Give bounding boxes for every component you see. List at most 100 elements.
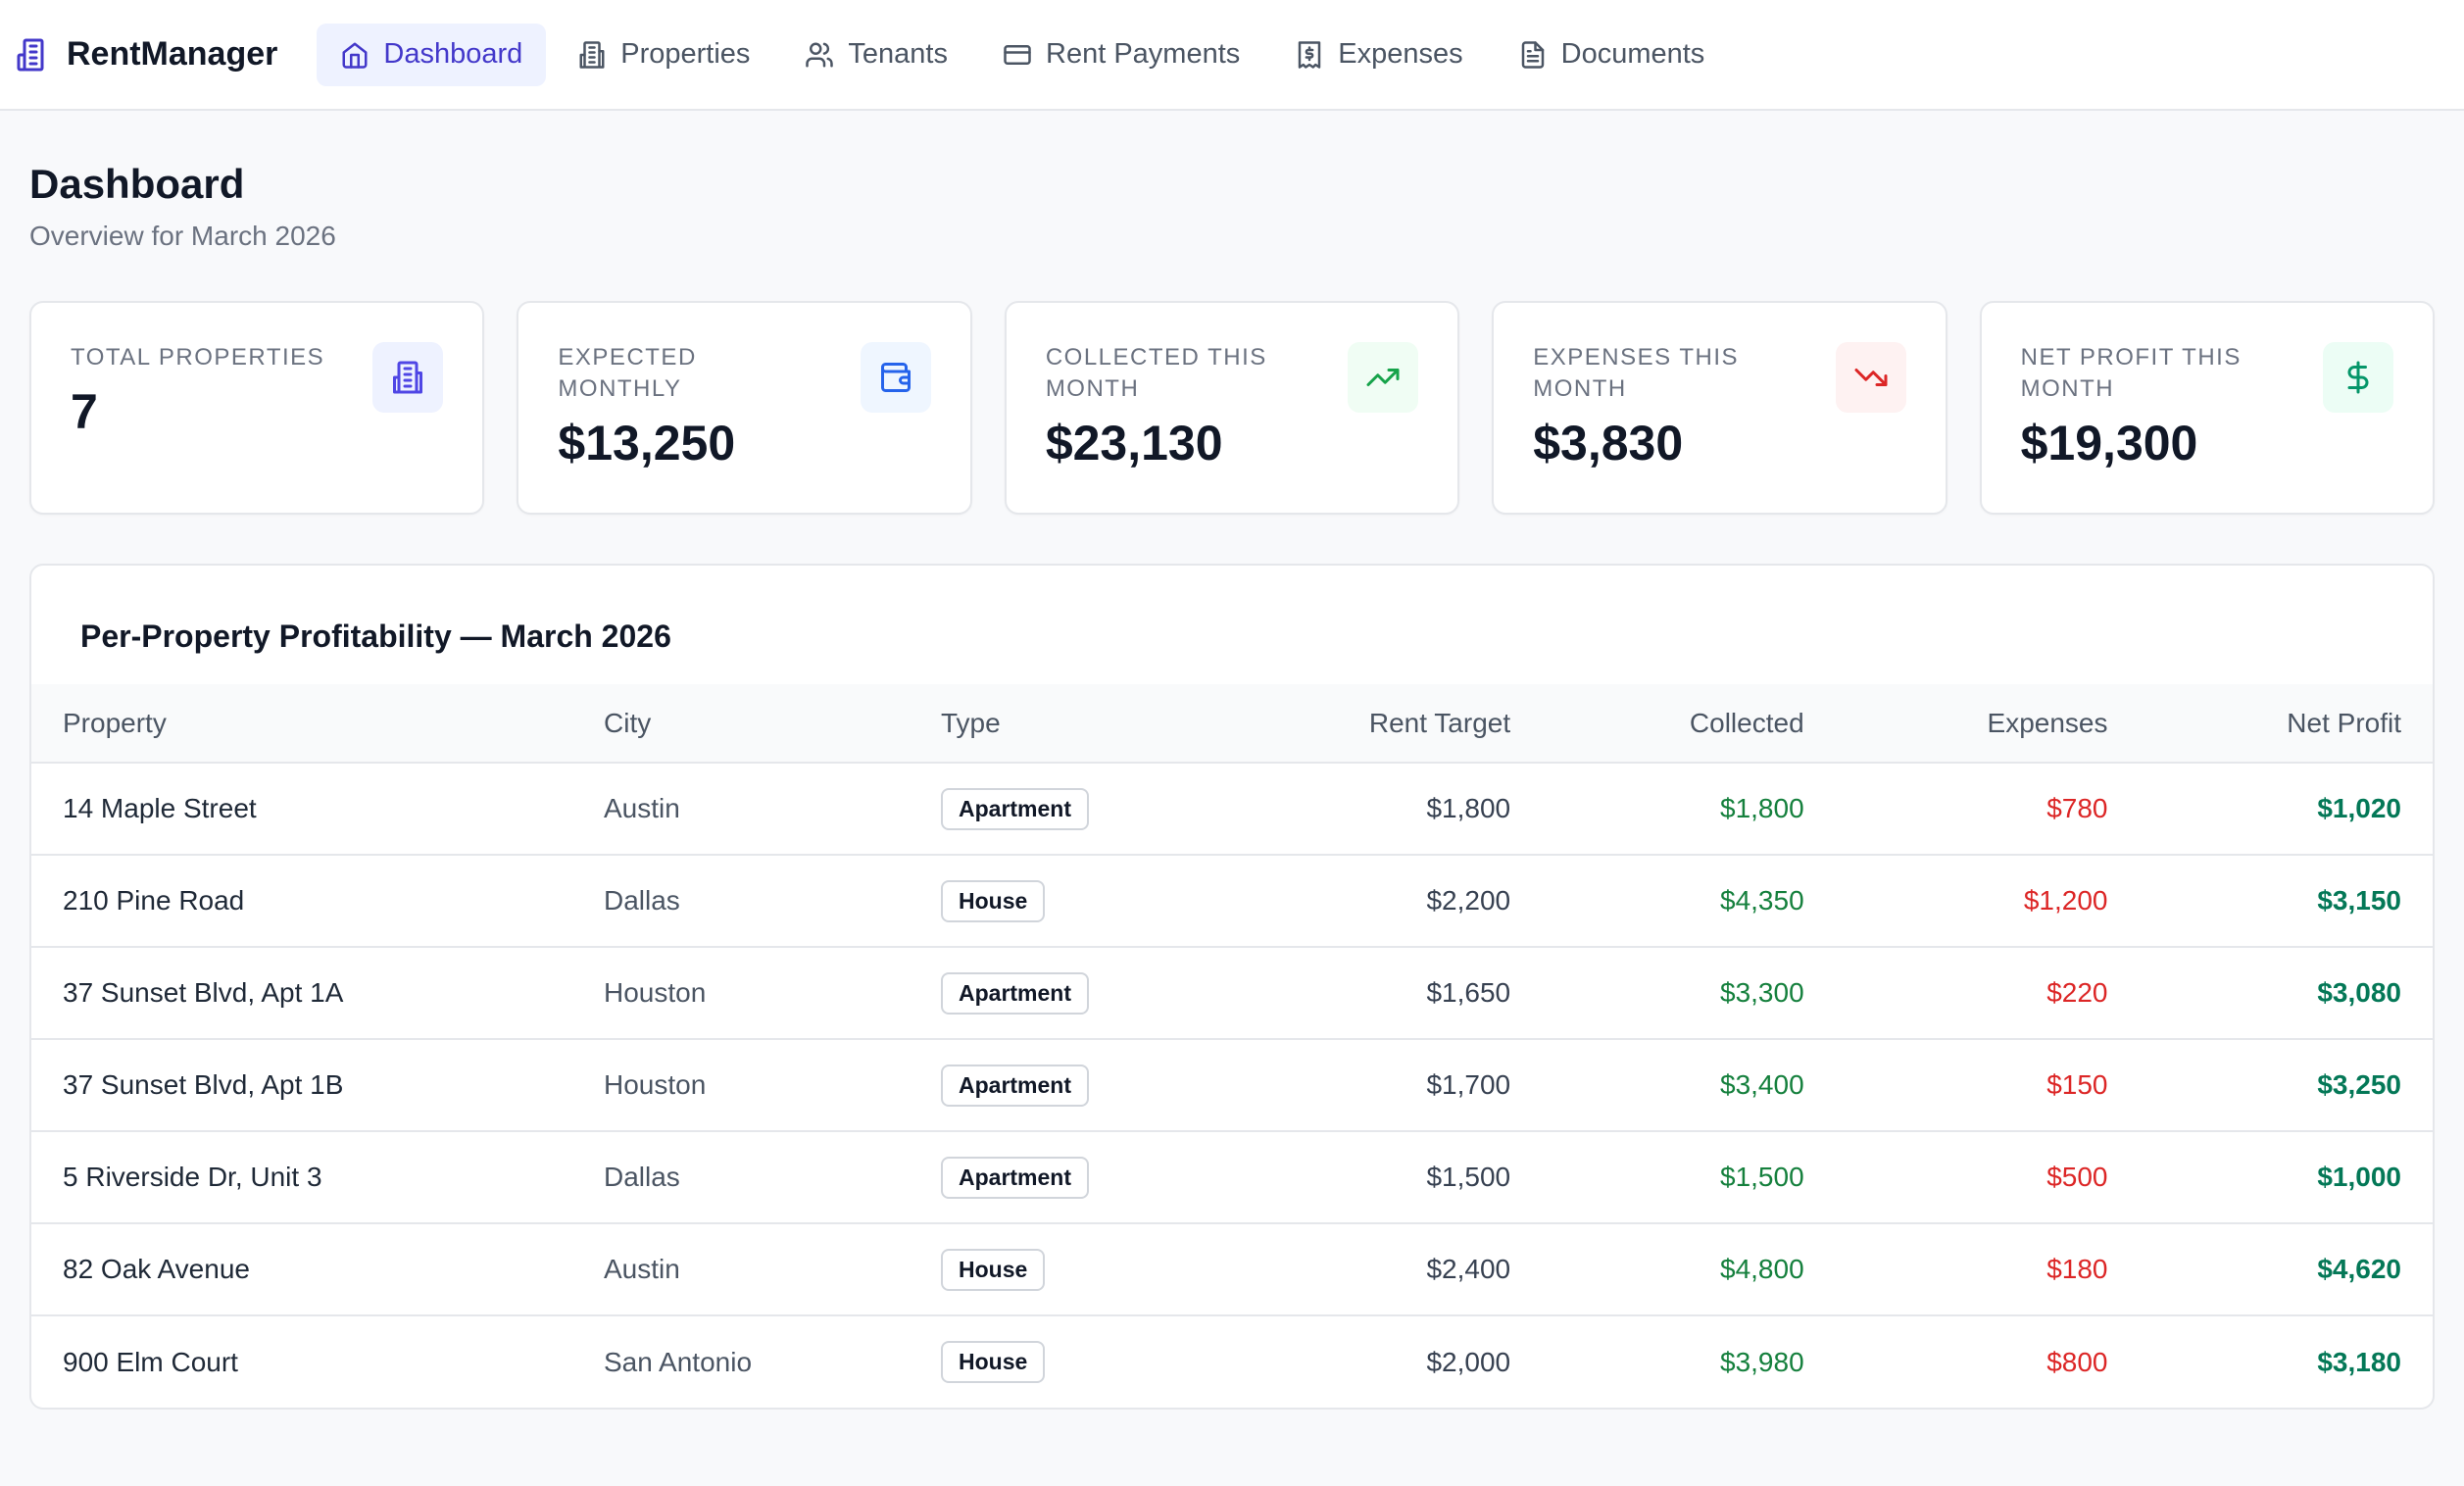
cell-property: 5 Riverside Dr, Unit 3 bbox=[31, 1131, 572, 1225]
cell-city: Austin bbox=[572, 1223, 910, 1317]
nav-item-properties[interactable]: Properties bbox=[554, 24, 773, 86]
stat-value: $19,300 bbox=[2020, 416, 2198, 471]
trending-down-icon bbox=[1835, 342, 1906, 414]
stat-label: TOTAL PROPERTIES bbox=[71, 344, 325, 372]
cell-expenses: $1,200 bbox=[1835, 855, 2140, 949]
receipt-icon bbox=[1299, 40, 1321, 69]
cell-property: 14 Maple Street bbox=[31, 763, 572, 857]
cell-expenses: $500 bbox=[1835, 1131, 2140, 1225]
wallet-icon bbox=[860, 342, 931, 414]
table-row[interactable]: 37 Sunset Blvd, Apt 1B Houston Apartment $1… bbox=[31, 1039, 2433, 1133]
cell-type: Apartment bbox=[910, 1131, 1204, 1225]
stat-label: EXPECTED MONTHLY bbox=[558, 344, 697, 403]
cell-net-profit: $3,250 bbox=[2139, 1039, 2433, 1133]
cell-city: Dallas bbox=[572, 1131, 910, 1225]
building-icon bbox=[14, 35, 53, 74]
nav-item-label: Properties bbox=[620, 38, 751, 70]
stat-value: 7 bbox=[71, 384, 98, 440]
panel-title: Per-Property Profitability — March 2026 bbox=[80, 619, 671, 655]
stat-value: $13,250 bbox=[558, 416, 736, 471]
cell-collected: $3,400 bbox=[1542, 1039, 1836, 1133]
page-title: Dashboard bbox=[29, 161, 245, 207]
stat-label: EXPENSES THIS MONTH bbox=[1533, 344, 1740, 403]
app-name: RentManager bbox=[67, 35, 278, 73]
cell-net-profit: $3,180 bbox=[2317, 1346, 2401, 1377]
building-icon bbox=[372, 342, 444, 414]
nav-item-tenants[interactable]: Tenants bbox=[781, 24, 971, 86]
nav-item-label: Rent Payments bbox=[1046, 38, 1241, 70]
main-content: Dashboard Overview for March 2026 TOTAL … bbox=[0, 111, 2464, 1411]
column-header-collected: Collected bbox=[1542, 684, 1836, 765]
profitability-table: Property City Type Rent Target Collected… bbox=[31, 684, 2433, 1408]
cell-rent-target: $2,400 bbox=[1204, 1223, 1543, 1317]
cell-property: 37 Sunset Blvd, Apt 1A bbox=[31, 947, 572, 1041]
column-header-rent-target: Rent Target bbox=[1204, 684, 1543, 765]
column-header-expenses: Expenses bbox=[1835, 684, 2140, 765]
cell-net-profit: $3,080 bbox=[2139, 947, 2433, 1041]
cell-rent-target: $1,700 bbox=[1204, 1039, 1543, 1133]
cell-property: 82 Oak Avenue bbox=[31, 1223, 572, 1317]
nav-item-rent-payments[interactable]: Rent Payments bbox=[979, 24, 1263, 86]
stat-label: NET PROFIT THIS MONTH bbox=[2020, 344, 2242, 403]
cell-net-profit: $3,150 bbox=[2139, 855, 2433, 949]
table-row[interactable]: 14 Maple Street Austin Apartment $1,800 $1,8… bbox=[31, 763, 2433, 857]
cell-city: Dallas bbox=[572, 855, 910, 949]
profitability-panel: Per-Property Profitability — March 2026 … bbox=[29, 564, 2435, 1411]
type-badge: Apartment bbox=[941, 787, 1090, 830]
nav-item-label: Dashboard bbox=[383, 38, 523, 70]
cell-expenses: $180 bbox=[1835, 1223, 2140, 1317]
cell-type: Apartment bbox=[910, 1039, 1204, 1133]
nav-item-label: Tenants bbox=[848, 38, 948, 70]
stat-card-expenses: EXPENSES THIS MONTH $3,830 bbox=[1492, 301, 1947, 516]
cell-type: Apartment bbox=[910, 763, 1204, 857]
brand[interactable]: RentManager bbox=[14, 35, 277, 74]
table-row[interactable]: 210 Pine Road Dallas House $2,200 $4,350 $1,2… bbox=[31, 855, 2433, 949]
cell-rent-target: $2,000 bbox=[1426, 1346, 1511, 1377]
stat-card-expected-monthly: EXPECTED MONTHLY $13,250 bbox=[517, 301, 972, 516]
type-badge: Apartment bbox=[941, 1064, 1090, 1107]
column-header-property: Property bbox=[31, 684, 572, 765]
cell-collected: $3,300 bbox=[1542, 947, 1836, 1041]
cell-type: House bbox=[910, 855, 1204, 949]
cell-rent-target: $2,200 bbox=[1204, 855, 1543, 949]
nav-items: Dashboard Properties Tenants Rent Paymen… bbox=[317, 23, 1729, 86]
cell-expenses: $780 bbox=[1835, 763, 2140, 857]
cell-rent-target: $1,650 bbox=[1204, 947, 1543, 1041]
stat-card-net-profit: NET PROFIT THIS MONTH $19,300 bbox=[1979, 301, 2436, 516]
column-header-type: Type bbox=[910, 684, 1204, 765]
table-row[interactable]: 5 Riverside Dr, Unit 3 Dallas Apartment $1,… bbox=[31, 1131, 2433, 1225]
table-header-row: Property City Type Rent Target Collected… bbox=[31, 684, 2433, 765]
cell-collected: $4,350 bbox=[1542, 855, 1836, 949]
nav-item-dashboard[interactable]: Dashboard bbox=[317, 23, 547, 86]
nav-item-label: Expenses bbox=[1338, 38, 1463, 70]
cell-expenses: $150 bbox=[1835, 1039, 2140, 1133]
cell-net-profit: $1,000 bbox=[2139, 1131, 2433, 1225]
top-navbar: RentManager Dashboard Properties Tenants… bbox=[0, 0, 2464, 111]
stat-card-total-properties: TOTAL PROPERTIES 7 bbox=[29, 301, 485, 516]
table-row[interactable]: 82 Oak Avenue Austin House $2,400 $4,800 $180… bbox=[31, 1223, 2433, 1317]
cell-city: Houston bbox=[572, 1039, 910, 1133]
dollar-icon bbox=[2323, 342, 2394, 414]
nav-item-expenses[interactable]: Expenses bbox=[1271, 24, 1486, 86]
users-icon bbox=[806, 42, 834, 67]
stat-value: $3,830 bbox=[1533, 416, 1684, 471]
table-row[interactable]: 37 Sunset Blvd, Apt 1A Houston Apartment $1… bbox=[31, 947, 2433, 1041]
nav-item-documents[interactable]: Documents bbox=[1495, 24, 1729, 86]
document-icon bbox=[1521, 40, 1544, 69]
type-badge: Apartment bbox=[941, 971, 1090, 1015]
page-subtitle: Overview for March 2026 bbox=[29, 221, 336, 252]
column-header-net-profit: Net Profit bbox=[2139, 684, 2433, 765]
credit-card-icon bbox=[1004, 44, 1031, 65]
type-badge: House bbox=[941, 879, 1046, 922]
cell-collected: $4,800 bbox=[1542, 1223, 1836, 1317]
cell-collected: $1,500 bbox=[1542, 1131, 1836, 1225]
trending-up-icon bbox=[1348, 342, 1419, 414]
cell-property: 210 Pine Road bbox=[31, 855, 572, 949]
nav-item-label: Documents bbox=[1560, 38, 1705, 70]
cell-rent-target: $1,500 bbox=[1204, 1131, 1543, 1225]
table-row[interactable]: 900 Elm Court San Antonio House $2,000 $3,98… bbox=[31, 1315, 2433, 1408]
cell-type: Apartment bbox=[910, 947, 1204, 1041]
cell-type: House bbox=[910, 1223, 1204, 1317]
cell-collected: $3,980 bbox=[1720, 1346, 1804, 1377]
stat-label: COLLECTED THIS MONTH bbox=[1045, 344, 1267, 403]
